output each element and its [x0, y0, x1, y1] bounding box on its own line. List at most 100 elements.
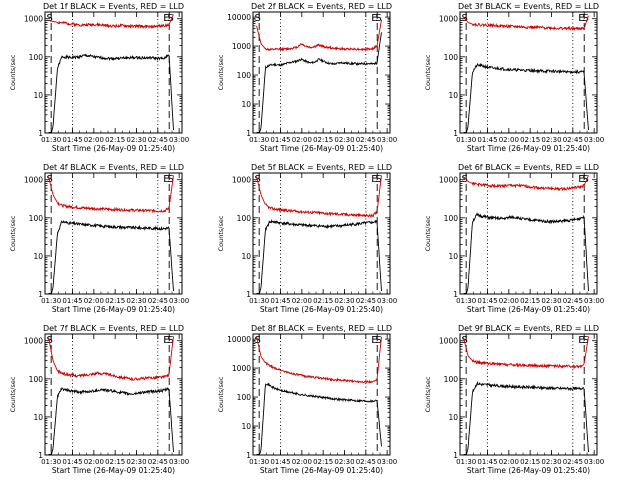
- y-tick-label: 1000: [439, 176, 458, 185]
- y-tick-label: 1000: [24, 176, 43, 185]
- x-tick-label: 02:30: [334, 458, 354, 466]
- x-tick-label: 02:45: [356, 297, 376, 305]
- x-tick-label: 02:15: [520, 136, 540, 144]
- x-tick-label: 01:45: [62, 297, 82, 305]
- chart-panel-2: Det 2f BLACK = Events, RED = LLD 1 10 100 10…: [217, 2, 397, 153]
- y-tick-label: 100: [29, 214, 44, 223]
- x-tick-label: 02:45: [563, 297, 583, 305]
- plot-frame: [252, 333, 391, 456]
- x-tick-label: 01:45: [62, 458, 82, 466]
- x-tick-label: 01:30: [41, 136, 61, 144]
- events-series-line: [463, 62, 589, 133]
- x-tick-label: 03:00: [584, 136, 604, 144]
- end-marker-label: E: [163, 174, 169, 185]
- end-start-marker-label: S: [167, 174, 173, 185]
- x-tick-label: 02:00: [292, 136, 312, 144]
- y-tick-label: 1000: [24, 337, 43, 346]
- events-series-line: [256, 219, 382, 294]
- events-series-line: [463, 381, 589, 455]
- x-tick-label: 02:15: [313, 297, 333, 305]
- x-tick-label: 02:45: [356, 458, 376, 466]
- chart-title: Det 3f BLACK = Events, RED = LLD: [458, 2, 599, 11]
- x-tick-label: 02:15: [105, 136, 125, 144]
- plot-frame: [459, 11, 598, 134]
- y-axis-label: Counts/sec: [217, 54, 225, 90]
- lld-series-line: [463, 175, 589, 192]
- start-marker-label: S: [47, 174, 53, 185]
- x-tick-label: 03:00: [584, 297, 604, 305]
- x-tick-label: 02:30: [334, 297, 354, 305]
- y-tick-label: 100: [237, 71, 252, 80]
- x-tick-label: 02:45: [148, 297, 168, 305]
- end-start-marker-label: S: [582, 174, 588, 185]
- x-tick-label: 02:00: [84, 297, 104, 305]
- events-series-line: [48, 220, 174, 294]
- x-tick-label: 02:45: [563, 136, 583, 144]
- start-marker-label: S: [47, 335, 53, 346]
- y-tick-label: 1: [38, 290, 43, 299]
- lld-series-line: [48, 175, 174, 214]
- events-series-line: [256, 32, 382, 133]
- y-axis-label: Counts/sec: [9, 376, 17, 412]
- end-marker-label: E: [371, 335, 377, 346]
- x-tick-label: 01:30: [456, 458, 476, 466]
- lld-series-line: [48, 336, 174, 382]
- x-tick-label: 03:00: [169, 136, 189, 144]
- end-marker-label: E: [578, 335, 584, 346]
- x-axis-label: Start Time (26-May-09 01:25:40): [52, 305, 175, 314]
- y-axis-label: Counts/sec: [217, 215, 225, 251]
- chart-title: Det 1f BLACK = Events, RED = LLD: [43, 2, 184, 11]
- x-tick-label: 02:00: [292, 458, 312, 466]
- y-tick-label: 1000: [232, 176, 251, 185]
- y-axis-label: Counts/sec: [217, 376, 225, 412]
- y-tick-label: 1: [246, 290, 251, 299]
- chart-panel-6: Det 6f BLACK = Events, RED = LLD 1 10 100 10…: [424, 163, 604, 314]
- y-tick-label: 1000: [232, 42, 251, 51]
- lld-series-line: [48, 14, 174, 30]
- events-series-line: [48, 386, 174, 455]
- events-series-line: [48, 53, 174, 133]
- chart-panel-3: Det 3f BLACK = Events, RED = LLD 1 10 100 10…: [424, 2, 604, 153]
- chart-panel-8: Det 8f BLACK = Events, RED = LLD 1 10 100 10…: [217, 324, 397, 475]
- x-tick-label: 01:45: [270, 136, 290, 144]
- lld-series-line: [256, 175, 382, 218]
- x-tick-label: 02:45: [148, 136, 168, 144]
- end-start-marker-label: S: [375, 174, 381, 185]
- x-tick-label: 02:00: [84, 136, 104, 144]
- plot-frame: [252, 172, 391, 295]
- x-tick-label: 03:00: [377, 297, 397, 305]
- x-tick-label: 02:00: [499, 297, 519, 305]
- x-tick-label: 02:15: [105, 458, 125, 466]
- end-start-marker-label: S: [375, 335, 381, 346]
- plot-frame: [44, 172, 183, 295]
- y-axis-label: Counts/sec: [424, 54, 432, 90]
- start-marker-label: S: [462, 174, 468, 185]
- y-tick-label: 1000: [232, 364, 251, 373]
- y-tick-label: 100: [237, 214, 252, 223]
- x-tick-label: 01:45: [477, 458, 497, 466]
- y-axis-label: Counts/sec: [424, 215, 432, 251]
- x-axis-label: Start Time (26-May-09 01:25:40): [467, 305, 590, 314]
- y-tick-label: 10: [33, 252, 43, 261]
- y-tick-label: 10: [33, 413, 43, 422]
- x-tick-label: 01:45: [270, 297, 290, 305]
- x-axis-label: Start Time (26-May-09 01:25:40): [52, 466, 175, 475]
- x-tick-label: 01:45: [62, 136, 82, 144]
- end-marker-label: E: [371, 13, 377, 24]
- y-tick-label: 1: [453, 129, 458, 138]
- start-marker-label: S: [255, 13, 261, 24]
- y-axis-label: Counts/sec: [9, 54, 17, 90]
- y-tick-label: 100: [29, 375, 44, 384]
- x-tick-label: 03:00: [169, 297, 189, 305]
- y-tick-label: 10: [33, 91, 43, 100]
- chart-title: Det 2f BLACK = Events, RED = LLD: [251, 2, 392, 11]
- x-tick-label: 02:30: [541, 458, 561, 466]
- events-series-line: [463, 212, 589, 294]
- end-marker-label: E: [163, 13, 169, 24]
- x-tick-label: 02:15: [313, 458, 333, 466]
- y-tick-label: 10: [448, 252, 458, 261]
- y-tick-label: 1000: [24, 15, 43, 24]
- y-tick-label: 1000: [439, 337, 458, 346]
- x-tick-label: 03:00: [377, 136, 397, 144]
- start-marker-label: S: [462, 335, 468, 346]
